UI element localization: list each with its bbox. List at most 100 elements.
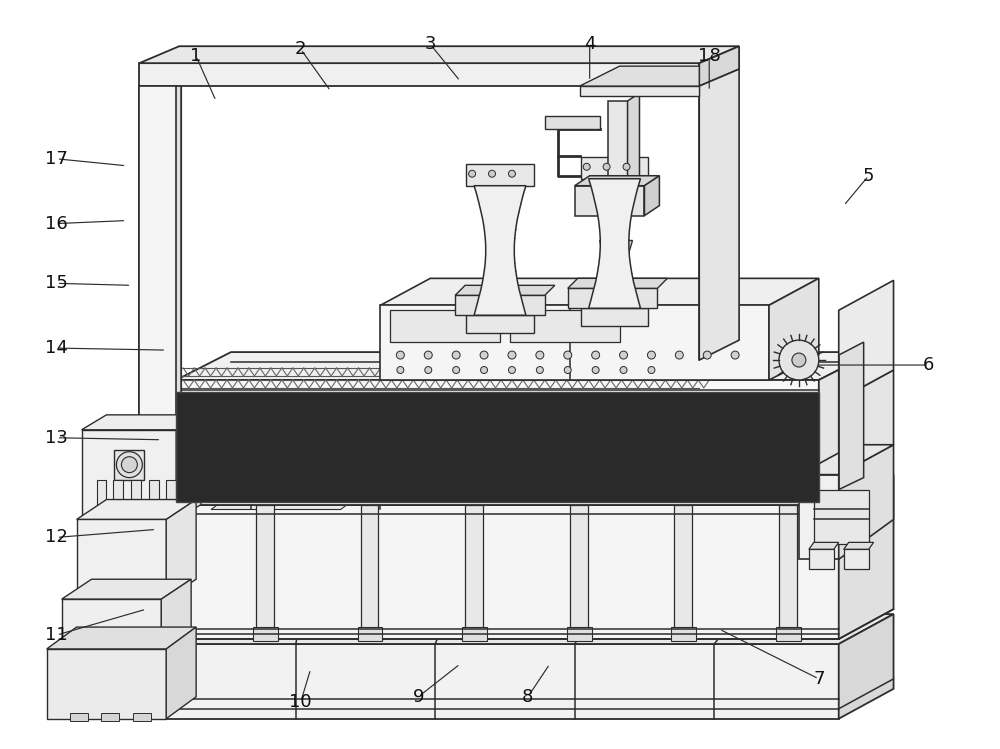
Circle shape	[508, 170, 515, 178]
Polygon shape	[590, 86, 654, 96]
Circle shape	[603, 163, 610, 170]
Polygon shape	[769, 279, 819, 380]
Polygon shape	[809, 542, 839, 549]
Polygon shape	[674, 505, 692, 639]
Text: 6: 6	[923, 356, 934, 374]
Polygon shape	[149, 479, 159, 520]
Polygon shape	[455, 285, 555, 295]
Polygon shape	[256, 505, 274, 639]
Polygon shape	[589, 179, 640, 309]
Circle shape	[536, 351, 544, 359]
Polygon shape	[129, 517, 144, 524]
Polygon shape	[510, 310, 620, 342]
Polygon shape	[462, 627, 487, 641]
Polygon shape	[839, 370, 894, 475]
Text: 15: 15	[45, 274, 68, 292]
Polygon shape	[97, 479, 106, 520]
Text: 5: 5	[863, 167, 874, 185]
Text: 9: 9	[413, 688, 424, 706]
Text: 8: 8	[522, 688, 534, 706]
Polygon shape	[839, 445, 894, 560]
Circle shape	[480, 351, 488, 359]
Polygon shape	[474, 186, 526, 315]
Circle shape	[489, 170, 496, 178]
Polygon shape	[156, 644, 839, 719]
Polygon shape	[114, 449, 144, 479]
Polygon shape	[47, 627, 196, 649]
Polygon shape	[176, 392, 819, 502]
Polygon shape	[82, 430, 176, 520]
Polygon shape	[819, 352, 874, 505]
Polygon shape	[567, 627, 592, 641]
Polygon shape	[176, 380, 819, 505]
Polygon shape	[139, 46, 739, 63]
Polygon shape	[844, 542, 874, 549]
Polygon shape	[77, 500, 196, 520]
Polygon shape	[380, 279, 819, 306]
Circle shape	[508, 366, 515, 374]
Polygon shape	[101, 713, 119, 721]
Polygon shape	[358, 627, 382, 641]
Polygon shape	[176, 475, 894, 505]
Polygon shape	[699, 46, 739, 86]
Circle shape	[481, 366, 488, 374]
Polygon shape	[166, 500, 196, 599]
Polygon shape	[600, 240, 633, 261]
Polygon shape	[466, 315, 534, 333]
Circle shape	[620, 351, 628, 359]
Polygon shape	[82, 415, 201, 430]
Circle shape	[508, 351, 516, 359]
Polygon shape	[581, 157, 648, 179]
Polygon shape	[139, 86, 166, 505]
Polygon shape	[644, 176, 659, 216]
Polygon shape	[568, 279, 667, 288]
Polygon shape	[570, 505, 588, 639]
Polygon shape	[390, 310, 500, 342]
Circle shape	[396, 351, 404, 359]
Circle shape	[779, 340, 819, 380]
Polygon shape	[699, 69, 739, 360]
Text: 3: 3	[425, 35, 436, 53]
Polygon shape	[581, 309, 648, 326]
Polygon shape	[839, 475, 894, 639]
Polygon shape	[839, 342, 864, 490]
Text: 11: 11	[45, 626, 68, 644]
Circle shape	[564, 351, 572, 359]
Text: 7: 7	[813, 670, 825, 688]
Polygon shape	[844, 549, 869, 569]
Polygon shape	[211, 479, 380, 509]
Circle shape	[116, 452, 142, 478]
Text: 16: 16	[45, 214, 68, 232]
Circle shape	[703, 351, 711, 359]
Polygon shape	[164, 517, 179, 524]
Circle shape	[121, 457, 137, 473]
Circle shape	[425, 366, 432, 374]
Polygon shape	[156, 614, 894, 644]
Polygon shape	[111, 517, 126, 524]
Polygon shape	[575, 186, 644, 216]
Polygon shape	[608, 216, 625, 240]
Polygon shape	[176, 352, 874, 380]
Polygon shape	[580, 66, 699, 86]
Polygon shape	[799, 445, 894, 475]
Polygon shape	[131, 479, 141, 520]
Text: 13: 13	[45, 428, 68, 446]
Polygon shape	[839, 614, 894, 719]
Polygon shape	[628, 93, 639, 186]
Polygon shape	[166, 479, 176, 520]
Polygon shape	[809, 549, 834, 569]
Circle shape	[583, 163, 590, 170]
Circle shape	[536, 366, 543, 374]
Text: 10: 10	[289, 693, 312, 711]
Circle shape	[592, 351, 600, 359]
Polygon shape	[166, 627, 196, 719]
Text: 4: 4	[584, 35, 595, 53]
Polygon shape	[62, 579, 191, 599]
Circle shape	[647, 351, 655, 359]
Polygon shape	[47, 649, 166, 719]
Circle shape	[620, 366, 627, 374]
Polygon shape	[455, 295, 545, 315]
Polygon shape	[814, 490, 869, 545]
Polygon shape	[361, 505, 378, 639]
Circle shape	[675, 351, 683, 359]
